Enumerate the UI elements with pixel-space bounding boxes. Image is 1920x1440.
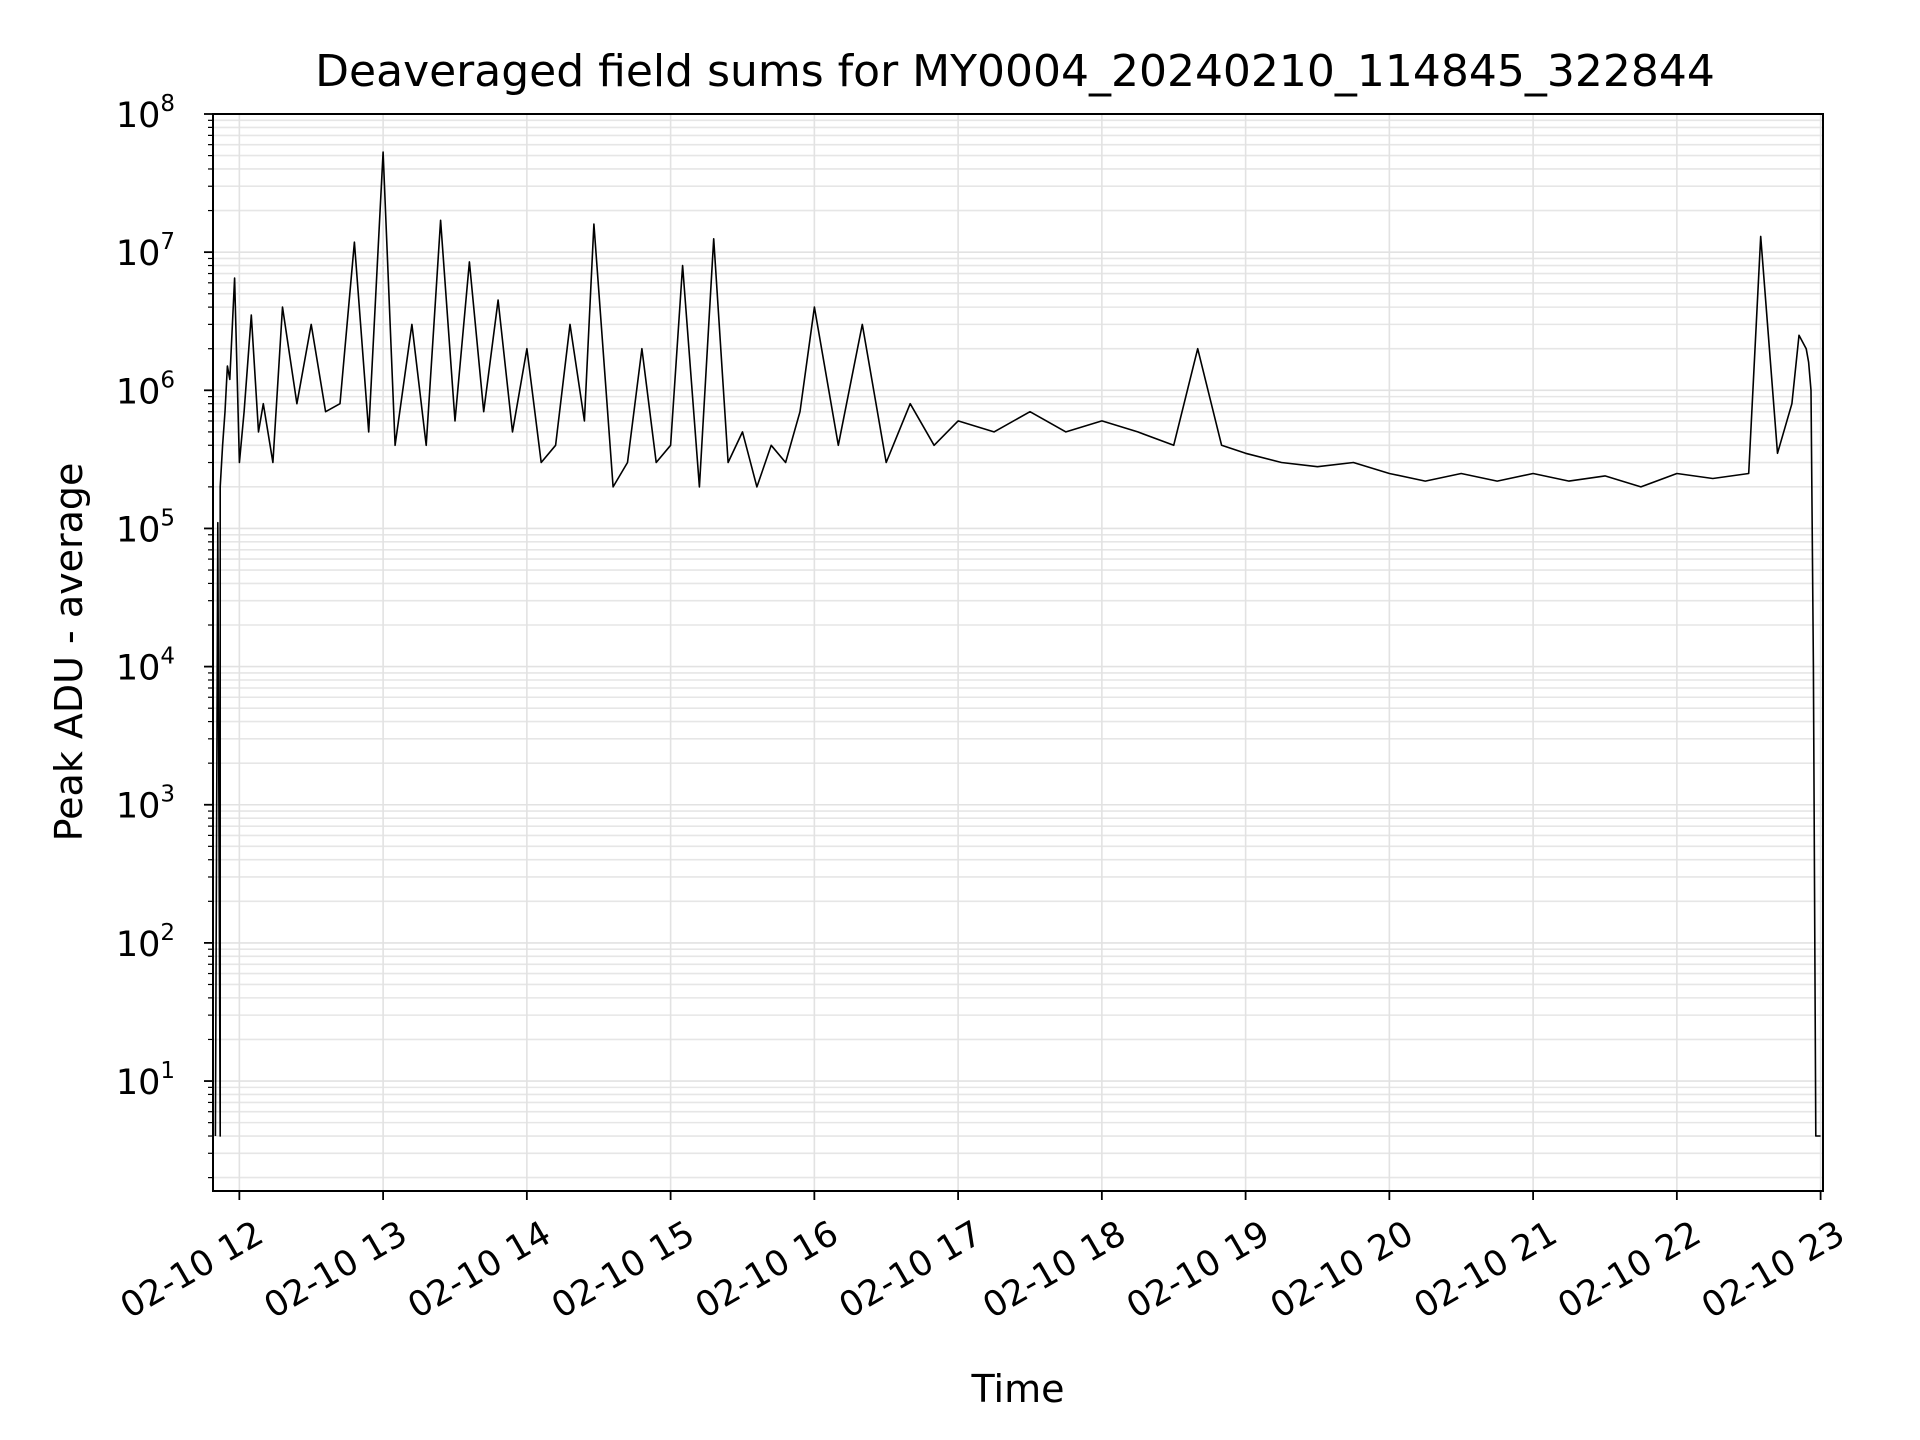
x-tick-label: 02-10 20 xyxy=(1264,1214,1420,1327)
x-tick-label: 02-10 18 xyxy=(976,1214,1132,1327)
x-axis-label: Time xyxy=(971,1367,1065,1411)
y-tick-label: 105 xyxy=(116,505,175,550)
x-tick-label: 02-10 13 xyxy=(258,1214,414,1327)
x-tick-label: 02-10 22 xyxy=(1551,1214,1707,1327)
y-tick-label: 101 xyxy=(116,1058,175,1103)
x-tick-label: 02-10 19 xyxy=(1120,1214,1276,1327)
plot-frame xyxy=(212,113,1824,1192)
x-tick-label: 02-10 21 xyxy=(1408,1214,1564,1327)
y-tick-label: 104 xyxy=(116,644,175,689)
x-tick-label: 02-10 17 xyxy=(833,1214,989,1327)
y-tick-label: 103 xyxy=(116,782,175,827)
series-line xyxy=(214,151,1821,1137)
y-tick-label: 102 xyxy=(116,920,175,965)
y-tick-label: 106 xyxy=(116,367,175,412)
x-tick-label: 02-10 14 xyxy=(401,1214,557,1327)
x-tick-label: 02-10 16 xyxy=(689,1214,845,1327)
y-axis-label: Peak ADU - average xyxy=(47,463,91,842)
grid xyxy=(213,113,1823,1191)
chart-title: Deaveraged field sums for MY0004_2024021… xyxy=(315,46,1715,97)
y-tick-label: 108 xyxy=(116,91,175,136)
x-tick-label: 02-10 12 xyxy=(114,1214,270,1327)
y-axis: 101 102 103 104 105 106 107 108 xyxy=(116,91,213,1179)
x-tick-label: 02-10 23 xyxy=(1695,1214,1851,1327)
y-tick-label: 107 xyxy=(116,229,175,274)
x-tick-label: 02-10 15 xyxy=(545,1214,701,1327)
